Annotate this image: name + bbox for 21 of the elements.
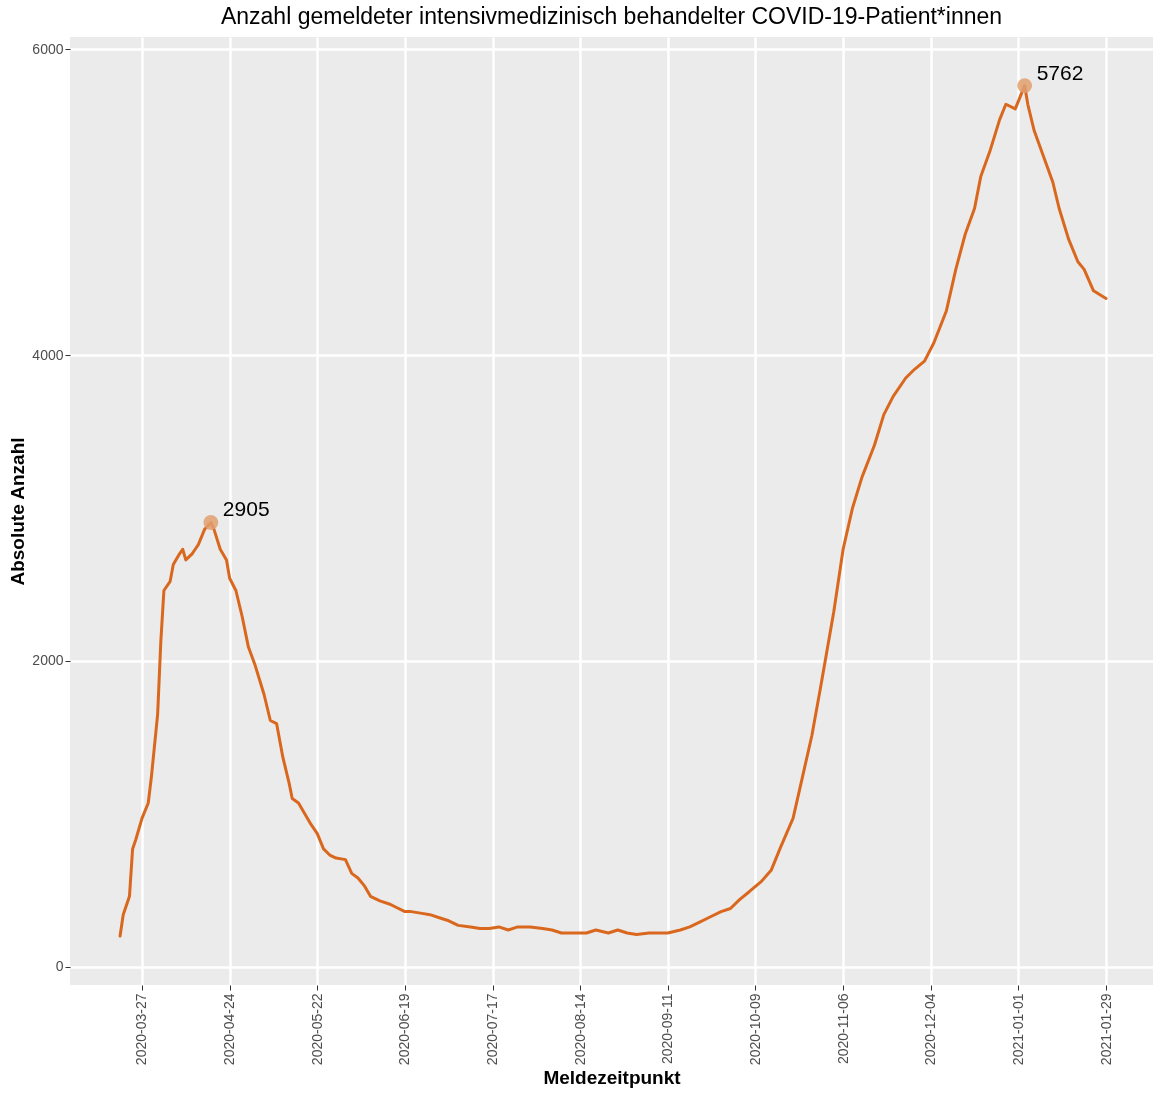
y-axis-title: Absolute Anzahl [7, 437, 29, 586]
x-tick-label: 2020-05-22 [308, 993, 325, 1066]
x-tick-label: 2020-04-24 [221, 993, 238, 1066]
x-tick-label: 2020-03-27 [133, 993, 150, 1066]
chart-title: Anzahl gemeldeter intensivmedizinisch behandelter COVID-19-Patient*innen [220, 3, 1003, 29]
x-tick-label: 2020-07-17 [484, 993, 501, 1066]
x-tick-label: 2020-12-04 [922, 993, 939, 1066]
y-tick-label: 2000 [32, 652, 64, 669]
x-axis-title: Meldezeitpunkt [543, 1067, 682, 1089]
y-tick-label: 0 [55, 958, 64, 975]
y-tick-label: 4000 [32, 346, 64, 363]
x-tick-label: 2021-01-29 [1097, 993, 1114, 1066]
x-tick-label: 2020-11-06 [834, 993, 851, 1065]
y-tick-label: 6000 [32, 40, 64, 57]
x-tick-label: 2021-01-01 [1009, 993, 1026, 1066]
x-tick-label: 2020-09-11 [659, 993, 676, 1065]
x-tick-label: 2020-10-09 [746, 993, 763, 1066]
x-tick-label: 2020-08-14 [571, 993, 588, 1066]
x-tick-label: 2020-06-19 [396, 993, 413, 1066]
data-label: 5762 [1036, 60, 1084, 84]
data-label: 2905 [222, 497, 270, 521]
